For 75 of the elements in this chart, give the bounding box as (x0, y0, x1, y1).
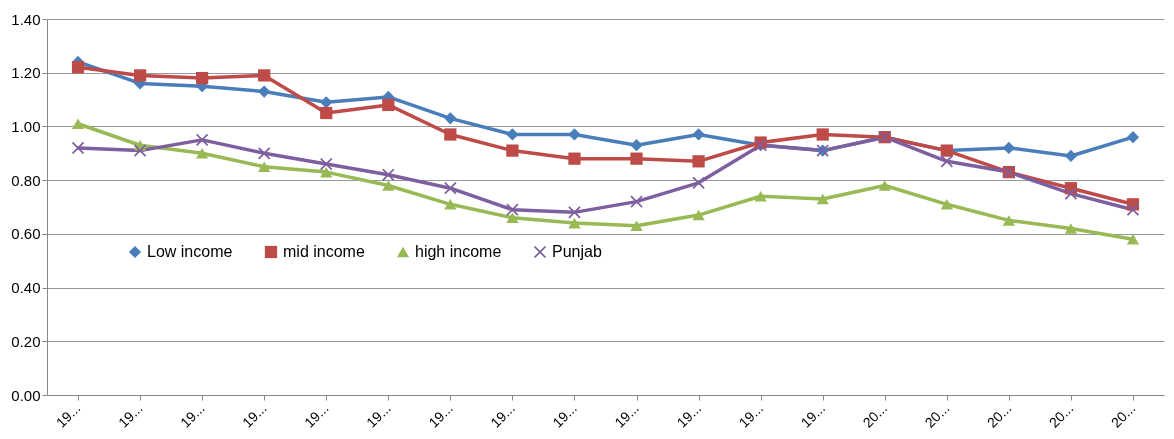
y-tick-label: 1.20 (11, 64, 41, 82)
point (1064, 223, 1078, 234)
x-tick-label: 19... (177, 400, 208, 431)
y-tick-label: 0.20 (11, 332, 41, 350)
point (444, 112, 457, 125)
x-tick-label: 20... (1045, 400, 1077, 431)
point (444, 199, 457, 210)
point (320, 106, 333, 120)
legend-label: Punjab (552, 243, 602, 260)
x-tick-label: 19... (549, 400, 580, 431)
x-tick-label: 20... (983, 400, 1015, 431)
x-tick-label: 19... (114, 400, 146, 431)
point (816, 128, 829, 141)
legend-label: high income (415, 243, 502, 260)
point (816, 193, 829, 205)
y-tick-label: 0.00 (11, 386, 41, 404)
x-tick-label: 19... (673, 400, 705, 431)
point (444, 128, 457, 141)
point (630, 195, 643, 208)
x-tick-label: 19... (52, 400, 84, 431)
point (1002, 215, 1015, 226)
y-tick-label: 0.80 (11, 171, 41, 189)
point (506, 144, 519, 157)
point (1064, 149, 1078, 163)
x-tick-label: 19... (735, 400, 767, 431)
x-tick-label: 19... (797, 400, 829, 431)
point (692, 128, 705, 141)
y-tick-label: 1.00 (11, 117, 41, 135)
point (568, 217, 581, 229)
point (630, 139, 643, 152)
point (940, 155, 953, 168)
point (506, 203, 519, 216)
x-tick-label: 19... (425, 400, 456, 431)
point (196, 147, 209, 159)
x-tick-label: 20... (1107, 400, 1139, 431)
x-tick-label: 20... (859, 400, 891, 431)
y-tick-label: 0.40 (11, 279, 41, 297)
point (692, 209, 705, 221)
x-tick-label: 19... (611, 400, 642, 431)
point (196, 133, 209, 146)
point (196, 71, 209, 85)
x-tick-label: 20... (921, 400, 953, 431)
point (382, 168, 395, 181)
point (568, 152, 581, 165)
point (382, 98, 395, 112)
point (444, 182, 457, 195)
point (692, 155, 705, 168)
point (258, 147, 271, 160)
legend-label: Low income (147, 243, 233, 260)
y-tick-label: 0.60 (11, 225, 41, 243)
point (630, 152, 643, 165)
point (71, 61, 85, 74)
x-tick-label: 19... (239, 400, 270, 431)
point (133, 69, 147, 82)
point (754, 190, 767, 202)
point (630, 220, 643, 232)
point (320, 166, 333, 178)
y-tick-label: 1.40 (11, 10, 41, 28)
point (71, 141, 85, 155)
point (1126, 131, 1140, 144)
x-tick-label: 19... (301, 400, 332, 431)
point (1126, 233, 1140, 245)
point (878, 180, 891, 191)
point (258, 85, 271, 98)
point (71, 118, 85, 130)
point (568, 206, 581, 219)
point (940, 199, 953, 210)
legend-label: mid income (283, 243, 365, 260)
point (382, 180, 395, 191)
point (1002, 141, 1015, 155)
x-tick-label: 19... (363, 400, 394, 431)
point (258, 161, 271, 173)
point (506, 212, 519, 224)
point (258, 69, 271, 82)
x-tick-label: 19... (487, 400, 518, 431)
